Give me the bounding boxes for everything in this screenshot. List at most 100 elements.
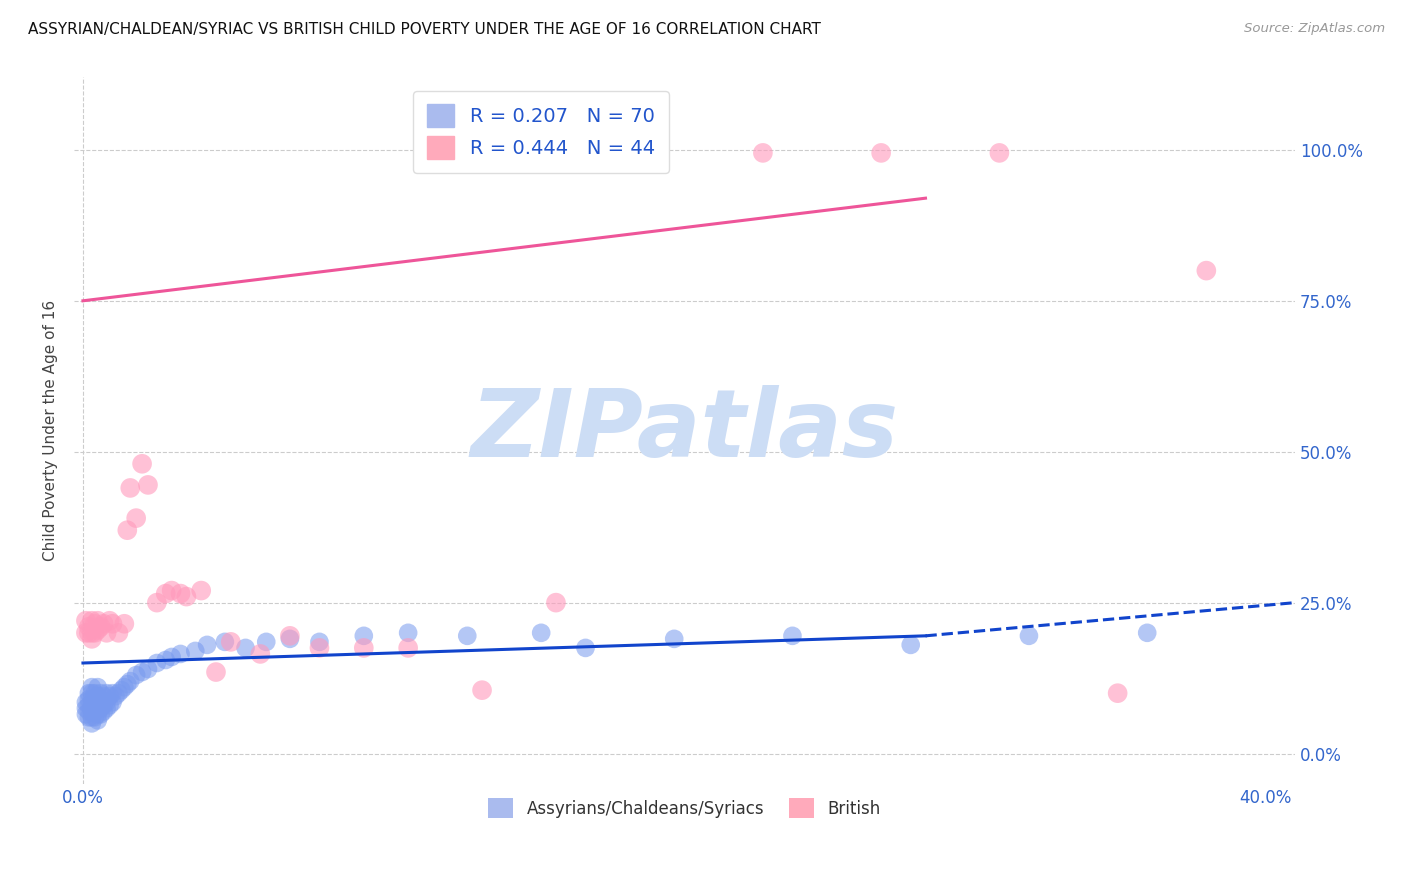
Point: [664, 632, 686, 646]
Point: [278, 632, 301, 646]
Point: [80, 632, 103, 646]
Point: [83, 710, 105, 724]
Point: [96, 695, 118, 709]
Point: [80, 692, 103, 706]
Point: [77, 625, 100, 640]
Point: [456, 629, 478, 643]
Point: [1136, 625, 1159, 640]
Point: [396, 625, 419, 640]
Point: [75, 707, 97, 722]
Point: [80, 710, 103, 724]
Point: [93, 704, 115, 718]
Text: Source: ZipAtlas.com: Source: ZipAtlas.com: [1244, 22, 1385, 36]
Point: [112, 680, 135, 694]
Point: [93, 616, 115, 631]
Point: [77, 710, 100, 724]
Point: [353, 629, 375, 643]
Point: [214, 635, 236, 649]
Point: [160, 650, 183, 665]
Point: [104, 689, 127, 703]
Point: [90, 707, 112, 722]
Point: [87, 714, 110, 728]
Point: [136, 478, 159, 492]
Point: [93, 698, 115, 713]
Point: [125, 511, 148, 525]
Point: [574, 640, 596, 655]
Point: [205, 665, 228, 679]
Point: [90, 695, 112, 709]
Point: [120, 674, 142, 689]
Point: [90, 701, 112, 715]
Point: [146, 596, 169, 610]
Point: [83, 704, 105, 718]
Point: [87, 614, 110, 628]
Point: [648, 145, 671, 160]
Point: [870, 145, 893, 160]
Point: [101, 695, 124, 709]
Point: [176, 590, 198, 604]
Point: [83, 692, 105, 706]
Point: [160, 583, 183, 598]
Point: [75, 625, 97, 640]
Point: [83, 686, 105, 700]
Point: [75, 701, 97, 715]
Point: [98, 698, 121, 713]
Point: [184, 644, 207, 658]
Point: [169, 586, 191, 600]
Point: [254, 635, 277, 649]
Point: [117, 523, 139, 537]
Point: [83, 625, 105, 640]
Point: [98, 689, 121, 703]
Point: [87, 689, 110, 703]
Point: [120, 481, 142, 495]
Point: [530, 625, 553, 640]
Point: [90, 620, 112, 634]
Point: [96, 701, 118, 715]
Point: [101, 616, 124, 631]
Point: [98, 614, 121, 628]
Point: [125, 668, 148, 682]
Point: [87, 695, 110, 709]
Point: [278, 629, 301, 643]
Point: [80, 614, 103, 628]
Point: [77, 698, 100, 713]
Point: [155, 586, 177, 600]
Point: [80, 625, 103, 640]
Point: [219, 635, 242, 649]
Point: [752, 145, 775, 160]
Point: [107, 625, 129, 640]
Point: [117, 677, 139, 691]
Point: [80, 698, 103, 713]
Point: [136, 662, 159, 676]
Point: [87, 701, 110, 715]
Point: [77, 692, 100, 706]
Point: [96, 625, 118, 640]
Point: [146, 656, 169, 670]
Point: [77, 620, 100, 634]
Point: [353, 640, 375, 655]
Point: [80, 680, 103, 694]
Point: [1018, 629, 1040, 643]
Point: [544, 596, 567, 610]
Point: [80, 704, 103, 718]
Point: [308, 635, 330, 649]
Point: [131, 457, 153, 471]
Point: [112, 616, 135, 631]
Point: [1107, 686, 1129, 700]
Point: [988, 145, 1011, 160]
Point: [195, 638, 218, 652]
Point: [107, 686, 129, 700]
Point: [90, 686, 112, 700]
Point: [75, 695, 97, 709]
Point: [87, 707, 110, 722]
Point: [87, 623, 110, 637]
Point: [396, 640, 419, 655]
Point: [131, 665, 153, 679]
Point: [87, 680, 110, 694]
Point: [83, 616, 105, 631]
Point: [900, 638, 922, 652]
Point: [77, 686, 100, 700]
Legend: Assyrians/Chaldeans/Syriacs, British: Assyrians/Chaldeans/Syriacs, British: [482, 791, 887, 825]
Point: [83, 698, 105, 713]
Point: [471, 683, 494, 698]
